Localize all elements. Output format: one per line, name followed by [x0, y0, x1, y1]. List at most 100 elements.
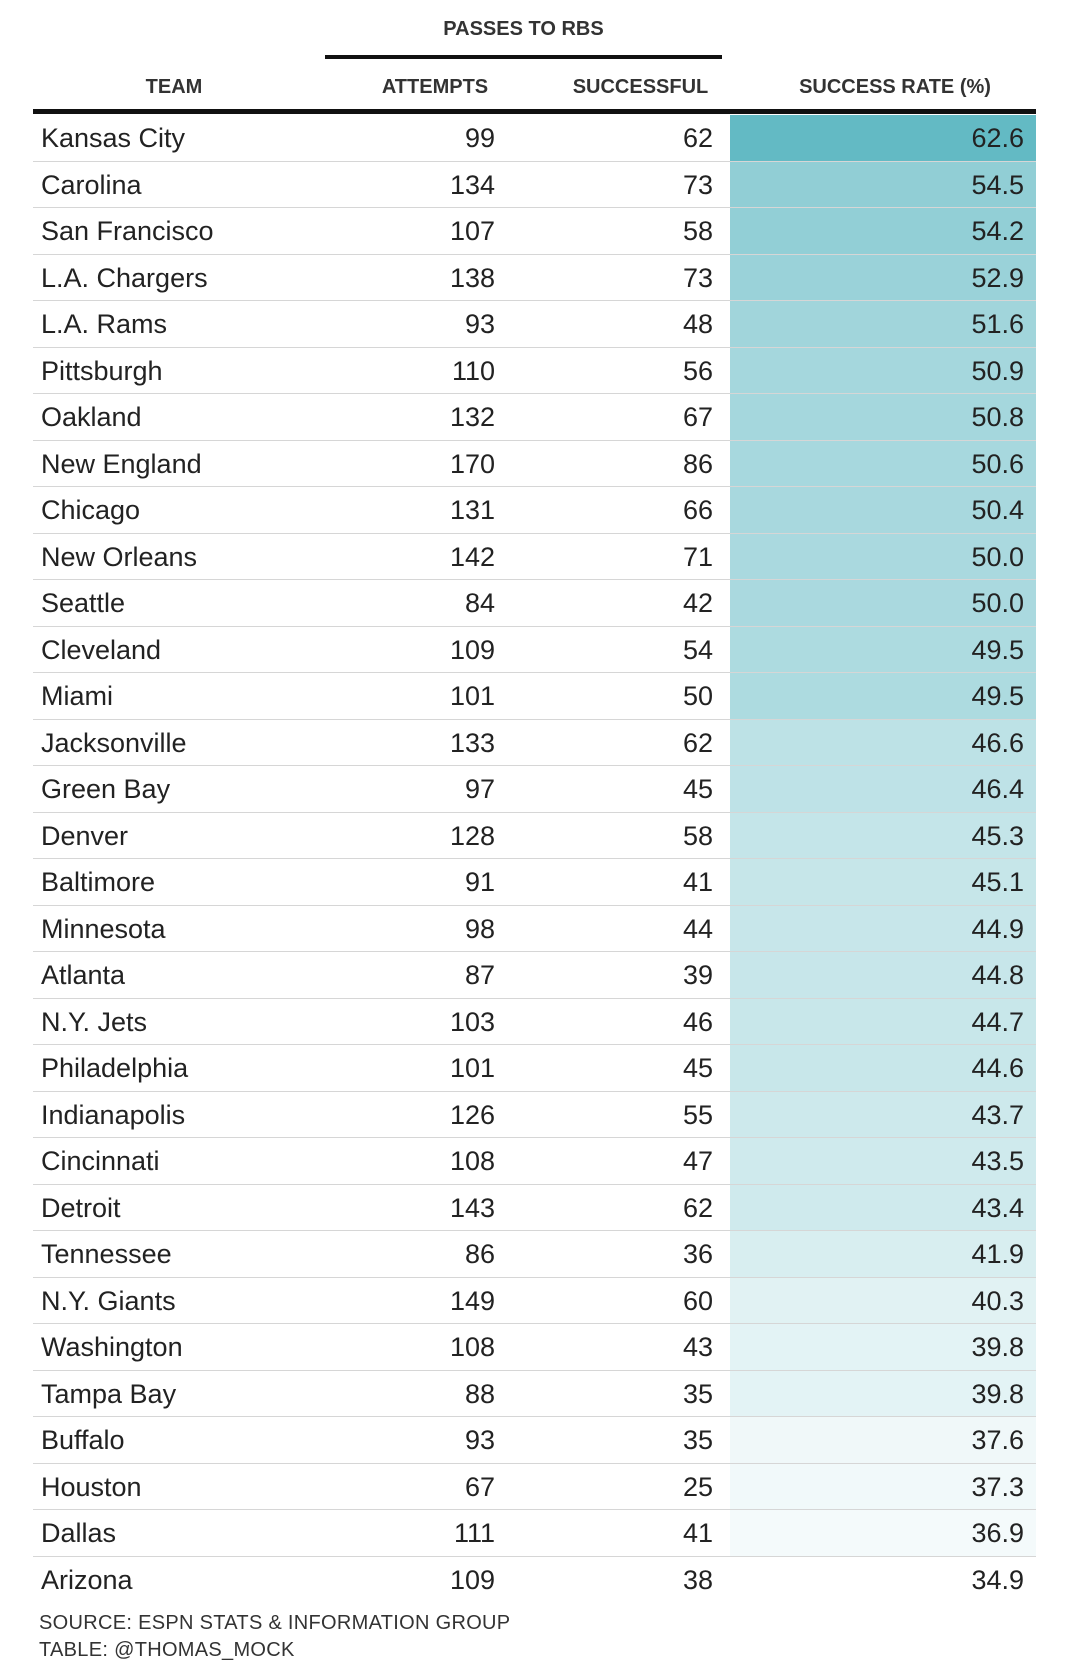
table-row: Philadelphia 101 45 44.6 [33, 1045, 1036, 1092]
attempts-cell: 143 [449, 1192, 495, 1223]
successful-cell: 73 [682, 169, 713, 200]
success-rate-cell: 37.3 [730, 1463, 1036, 1509]
success-rate-cell: 44.7 [730, 998, 1036, 1044]
attempts-cell: 132 [449, 402, 495, 432]
attempts-cell: 138 [449, 262, 495, 293]
table-row: Tennessee 86 36 41.9 [33, 1231, 1036, 1278]
success-rate-cell: 34.9 [730, 1556, 1036, 1603]
successful-cell: 54 [682, 634, 713, 665]
team-cell: Green Bay [41, 774, 171, 804]
table-row: Atlanta 87 39 44.8 [33, 952, 1036, 999]
successful-cell: 58 [682, 216, 713, 246]
table-row: Carolina 134 73 54.5 [33, 161, 1036, 208]
success-rate-cell: 46.6 [730, 719, 1036, 765]
table-row: Minnesota 98 44 44.9 [33, 905, 1036, 952]
success-rate-cell: 54.2 [730, 208, 1036, 254]
team-cell: Tennessee [41, 1239, 172, 1269]
success-rate-cell: 50.6 [730, 440, 1036, 486]
success-rate-cell: 45.3 [730, 812, 1036, 858]
table-row: Buffalo 93 35 37.6 [33, 1417, 1036, 1464]
team-cell: New Orleans [41, 541, 198, 572]
attempts-cell: 101 [449, 681, 495, 711]
team-cell: Cleveland [41, 634, 162, 665]
success-rate-cell: 49.5 [730, 673, 1036, 719]
success-rate-cell: 36.9 [730, 1510, 1036, 1556]
success-rate-cell: 41.9 [730, 1231, 1036, 1277]
team-cell: N.Y. Giants [41, 1285, 176, 1316]
team-cell: Atlanta [41, 960, 126, 990]
successful-cell: 55 [682, 1099, 713, 1130]
team-cell: Baltimore [41, 867, 156, 897]
team-cell: N.Y. Jets [41, 1006, 148, 1037]
table-row: N.Y. Giants 149 60 40.3 [33, 1277, 1036, 1324]
attempts-cell: 131 [449, 495, 495, 525]
success-rate-cell: 51.6 [730, 301, 1036, 347]
success-rate-cell: 43.7 [730, 1091, 1036, 1137]
successful-cell: 73 [682, 262, 713, 293]
success-rate-cell: 62.6 [730, 115, 1036, 161]
table-row: New Orleans 142 71 50.0 [33, 533, 1036, 580]
successful-cell: 42 [682, 588, 713, 618]
table-row: Tampa Bay 88 35 39.8 [33, 1370, 1036, 1417]
successful-cell: 58 [682, 820, 713, 851]
attempts-cell: 93 [464, 1425, 495, 1455]
successful-cell: 50 [682, 681, 713, 711]
table-row: Denver 128 58 45.3 [33, 812, 1036, 859]
successful-cell: 43 [682, 1332, 713, 1362]
success-rate-cell: 39.8 [730, 1324, 1036, 1370]
table-row: Jacksonville 133 62 46.6 [33, 719, 1036, 766]
table-row: Kansas City 99 62 62.6 [33, 115, 1036, 162]
successful-cell: 62 [682, 123, 713, 153]
success-rate-cell: 54.5 [730, 161, 1036, 207]
team-cell: Tampa Bay [41, 1378, 177, 1409]
attempts-cell: 108 [449, 1146, 495, 1176]
successful-cell: 25 [682, 1471, 713, 1502]
team-cell: Buffalo [41, 1425, 125, 1455]
success-rate-cell: 50.8 [730, 394, 1036, 440]
attempts-cell: 98 [464, 913, 495, 944]
source-note: SOURCE: ESPN STATS & INFORMATION GROUP [39, 1612, 511, 1634]
successful-cell: 71 [682, 541, 713, 572]
successful-cell: 48 [682, 309, 713, 339]
successful-cell: 45 [682, 1053, 713, 1083]
attempts-cell: 109 [449, 1564, 495, 1595]
success-rate-cell: 44.6 [730, 1045, 1036, 1091]
table-row: Miami 101 50 49.5 [33, 673, 1036, 720]
successful-cell: 35 [682, 1378, 713, 1409]
successful-cell: 60 [682, 1285, 713, 1316]
team-cell: Carolina [41, 169, 142, 200]
attempts-cell: 103 [449, 1006, 495, 1037]
attempts-cell: 101 [449, 1053, 495, 1083]
team-cell: Denver [41, 820, 129, 851]
team-cell: L.A. Chargers [41, 262, 208, 293]
table-row: L.A. Rams 93 48 51.6 [33, 301, 1036, 348]
success-rate-cell: 44.8 [730, 952, 1036, 998]
team-cell: Detroit [41, 1192, 121, 1223]
credit-note: TABLE: @THOMAS_MOCK [39, 1639, 295, 1661]
team-cell: Seattle [41, 588, 126, 618]
team-cell: Miami [41, 681, 113, 711]
team-cell: San Francisco [41, 216, 214, 246]
table-row: L.A. Chargers 138 73 52.9 [33, 254, 1036, 301]
header-success-rate: SUCCESS RATE (%) [799, 76, 991, 98]
successful-cell: 44 [682, 913, 713, 944]
attempts-cell: 84 [464, 588, 495, 618]
team-cell: Jacksonville [41, 727, 187, 758]
team-cell: New England [41, 448, 202, 479]
attempts-cell: 87 [464, 960, 495, 990]
header-attempts: ATTEMPTS [381, 76, 489, 98]
success-rate-cell: 43.5 [730, 1138, 1036, 1184]
table-row: Oakland 132 67 50.8 [33, 394, 1036, 441]
attempts-cell: 67 [464, 1471, 495, 1502]
successful-cell: 56 [682, 355, 713, 386]
successful-cell: 41 [682, 867, 713, 897]
table-row: Baltimore 91 41 45.1 [33, 859, 1036, 906]
table-row: Arizona 109 38 34.9 [33, 1556, 1036, 1603]
successful-cell: 62 [682, 727, 713, 758]
success-rate-cell: 49.5 [730, 626, 1036, 672]
success-rate-cell: 50.4 [730, 487, 1036, 533]
attempts-cell: 86 [464, 1239, 495, 1269]
successful-cell: 45 [682, 774, 713, 804]
success-rate-cell: 50.0 [730, 533, 1036, 579]
success-rate-cell: 44.9 [730, 905, 1036, 951]
